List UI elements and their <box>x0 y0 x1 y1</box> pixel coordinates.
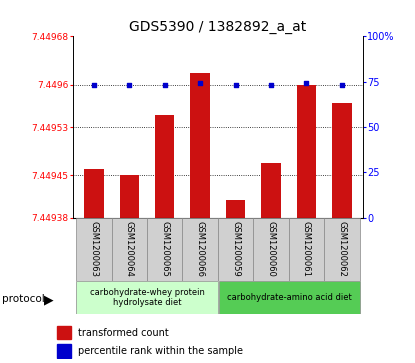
Point <box>232 82 239 88</box>
FancyBboxPatch shape <box>76 281 218 314</box>
Point <box>197 81 203 86</box>
FancyBboxPatch shape <box>112 218 147 281</box>
Bar <box>297 85 316 218</box>
FancyBboxPatch shape <box>76 218 112 281</box>
Point <box>161 82 168 88</box>
Text: GSM1200065: GSM1200065 <box>160 221 169 277</box>
Point <box>268 82 274 88</box>
FancyBboxPatch shape <box>183 218 218 281</box>
FancyBboxPatch shape <box>324 218 359 281</box>
Text: GSM1200059: GSM1200059 <box>231 221 240 277</box>
Bar <box>190 73 210 218</box>
Text: carbohydrate-whey protein
hydrolysate diet: carbohydrate-whey protein hydrolysate di… <box>90 288 205 307</box>
Text: percentile rank within the sample: percentile rank within the sample <box>78 346 243 356</box>
FancyBboxPatch shape <box>219 281 359 314</box>
Bar <box>226 200 245 218</box>
Bar <box>155 115 174 218</box>
Text: transformed count: transformed count <box>78 327 169 338</box>
Bar <box>120 175 139 218</box>
Text: GSM1200066: GSM1200066 <box>195 221 205 277</box>
Point <box>126 82 133 88</box>
FancyBboxPatch shape <box>147 218 183 281</box>
Text: carbohydrate-amino acid diet: carbohydrate-amino acid diet <box>227 293 352 302</box>
FancyBboxPatch shape <box>253 218 289 281</box>
Text: GSM1200060: GSM1200060 <box>266 221 276 277</box>
Title: GDS5390 / 1382892_a_at: GDS5390 / 1382892_a_at <box>129 20 307 34</box>
Text: GSM1200064: GSM1200064 <box>125 221 134 277</box>
Text: GSM1200062: GSM1200062 <box>337 221 347 277</box>
FancyBboxPatch shape <box>218 218 253 281</box>
Bar <box>84 170 104 218</box>
Text: GSM1200063: GSM1200063 <box>89 221 98 277</box>
Text: GSM1200061: GSM1200061 <box>302 221 311 277</box>
Bar <box>261 163 281 218</box>
Bar <box>57 326 71 339</box>
Point <box>90 82 97 88</box>
Bar <box>57 344 71 358</box>
FancyBboxPatch shape <box>289 218 324 281</box>
Bar <box>332 103 352 218</box>
Point <box>339 82 345 88</box>
Text: protocol: protocol <box>2 294 45 305</box>
Text: ▶: ▶ <box>44 293 53 306</box>
Point <box>303 81 310 86</box>
